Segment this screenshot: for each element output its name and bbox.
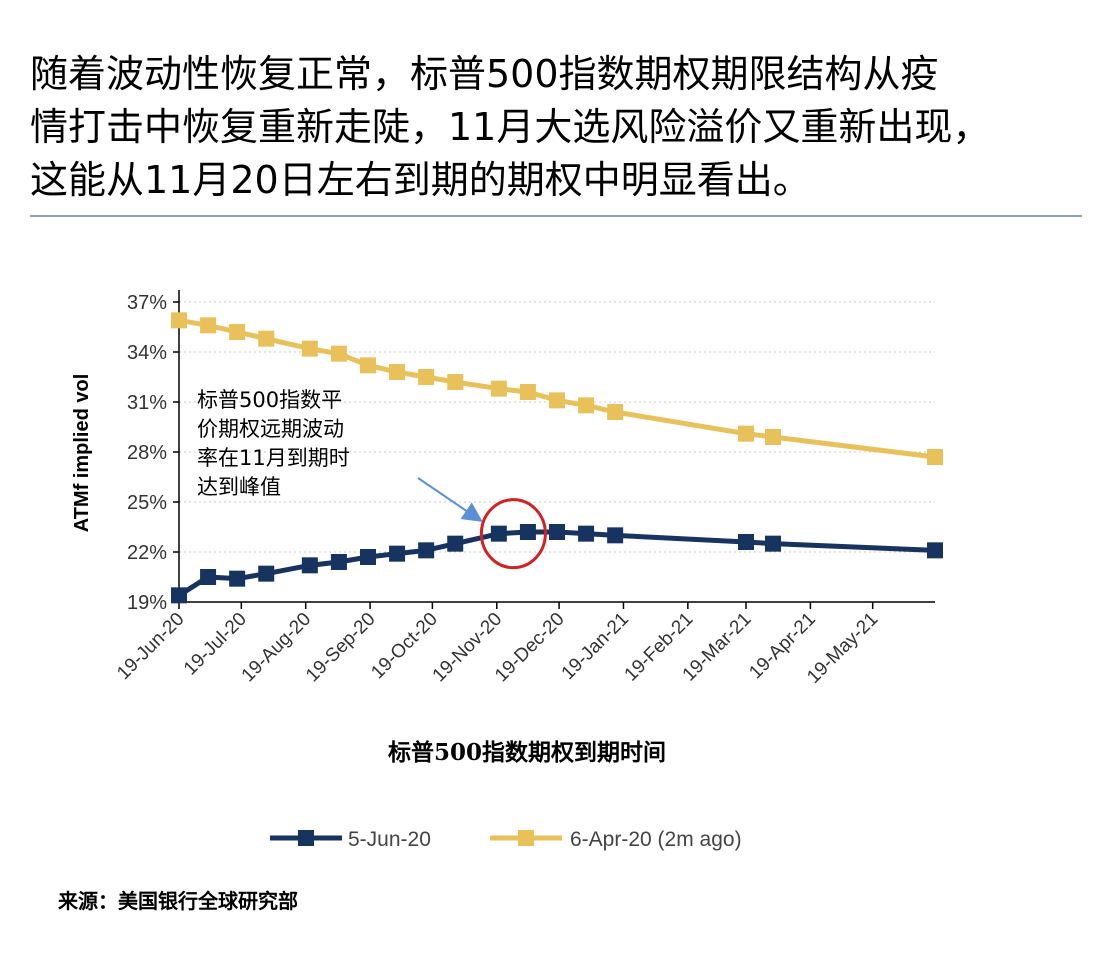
y-tick-label: 22% <box>127 542 167 564</box>
data-point <box>447 535 464 552</box>
y-tick-label: 34% <box>127 342 167 364</box>
annotation-arrow <box>417 477 483 522</box>
x-tick-label: 19-Aug-20 <box>238 609 316 687</box>
data-point <box>301 340 318 357</box>
y-tick-label: 25% <box>127 492 167 514</box>
y-axis-label: ATMf implied vol <box>71 374 93 533</box>
y-tick-label: 19% <box>127 592 167 614</box>
data-point <box>258 565 275 582</box>
data-point <box>578 397 595 414</box>
headline-line-1: 随着波动性恢复正常，标普500指数期权期限结构从疫 <box>30 52 939 96</box>
y-tick-labels: 19% 22% 25% 28% 31% 34% 37% <box>127 292 167 614</box>
annotation-text: 标普500指数平 价期权远期波动 率在11月到期时 达到峰值 <box>197 388 356 499</box>
y-tick-label: 31% <box>127 392 167 414</box>
legend-swatch-marker <box>518 830 534 846</box>
data-point <box>171 312 187 329</box>
data-point <box>927 542 943 559</box>
data-point <box>519 524 536 540</box>
data-point <box>171 587 187 604</box>
data-point <box>389 364 406 380</box>
series <box>171 312 943 604</box>
data-point <box>418 542 435 559</box>
data-point <box>200 317 217 334</box>
annotation-line-3: 率在11月到期时 <box>197 446 350 470</box>
headline-line-3: 这能从11月20日左右到期的期权中明显看出。 <box>30 158 811 202</box>
data-point <box>607 527 624 544</box>
data-point <box>360 357 376 374</box>
data-point <box>200 569 217 585</box>
headline: 随着波动性恢复正常，标普500指数期权期限结构从疫 情打击中恢复重新走陡，11月… <box>30 48 1090 207</box>
data-point <box>360 549 376 565</box>
source-note: 来源：美国银行全球研究部 <box>58 889 298 913</box>
data-point <box>549 392 565 409</box>
data-point <box>330 345 347 362</box>
legend-label: 5-Jun-20 <box>348 828 431 851</box>
data-point <box>490 380 507 397</box>
x-tick-label: 19-Jun-20 <box>113 609 188 684</box>
data-point <box>389 545 406 562</box>
data-point <box>258 330 275 347</box>
data-point <box>738 534 754 550</box>
x-tick-labels: 19-Jun-2019-Jul-2019-Aug-2019-Sep-2019-O… <box>113 609 882 688</box>
data-point <box>738 425 754 442</box>
data-point <box>229 324 246 340</box>
data-point <box>765 535 781 552</box>
data-point <box>607 404 624 420</box>
x-axis-label: 标普500指数期权到期时间 <box>388 739 666 766</box>
series-line <box>177 529 936 598</box>
data-point <box>418 369 435 385</box>
data-point <box>578 525 595 542</box>
legend-label: 6-Apr-20 (2m ago) <box>570 828 742 851</box>
legend-item: 6-Apr-20 (2m ago) <box>490 828 742 851</box>
data-point <box>330 554 347 570</box>
x-tick-label: 19-Sep-20 <box>302 609 380 687</box>
annotation-line-4: 达到峰值 <box>197 475 281 499</box>
data-point <box>549 524 565 540</box>
annotation-line-2: 价期权远期波动 <box>197 417 344 441</box>
series-jun <box>171 524 943 604</box>
peak-annotation: 标普500指数平 价期权远期波动 率在11月到期时 达到峰值 <box>197 388 547 570</box>
header-divider <box>30 215 1082 217</box>
legend-item: 5-Jun-20 <box>270 828 431 851</box>
data-point <box>927 449 943 465</box>
data-point <box>519 384 536 400</box>
data-point <box>490 525 507 542</box>
annotation-line-1: 标普500指数平 <box>197 388 342 412</box>
data-point <box>447 374 464 390</box>
data-point <box>229 570 246 587</box>
axes <box>173 290 935 609</box>
gridlines <box>179 301 935 553</box>
highlight-circle <box>479 498 547 570</box>
term-structure-chart: 19% 22% 25% 28% 31% 34% 37% 19-Jun-2019-Jul-20… <box>71 290 943 851</box>
data-point <box>765 429 781 445</box>
y-tick-label: 37% <box>127 292 167 314</box>
series-apr <box>171 312 943 465</box>
legend: 5-Jun-20 6-Apr-20 (2m ago) <box>270 828 742 851</box>
y-tick-label: 28% <box>127 442 167 464</box>
data-point <box>301 557 318 574</box>
legend-swatch-marker <box>298 830 314 846</box>
headline-line-2: 情打击中恢复重新走陡，11月大选风险溢价又重新出现， <box>30 105 991 149</box>
